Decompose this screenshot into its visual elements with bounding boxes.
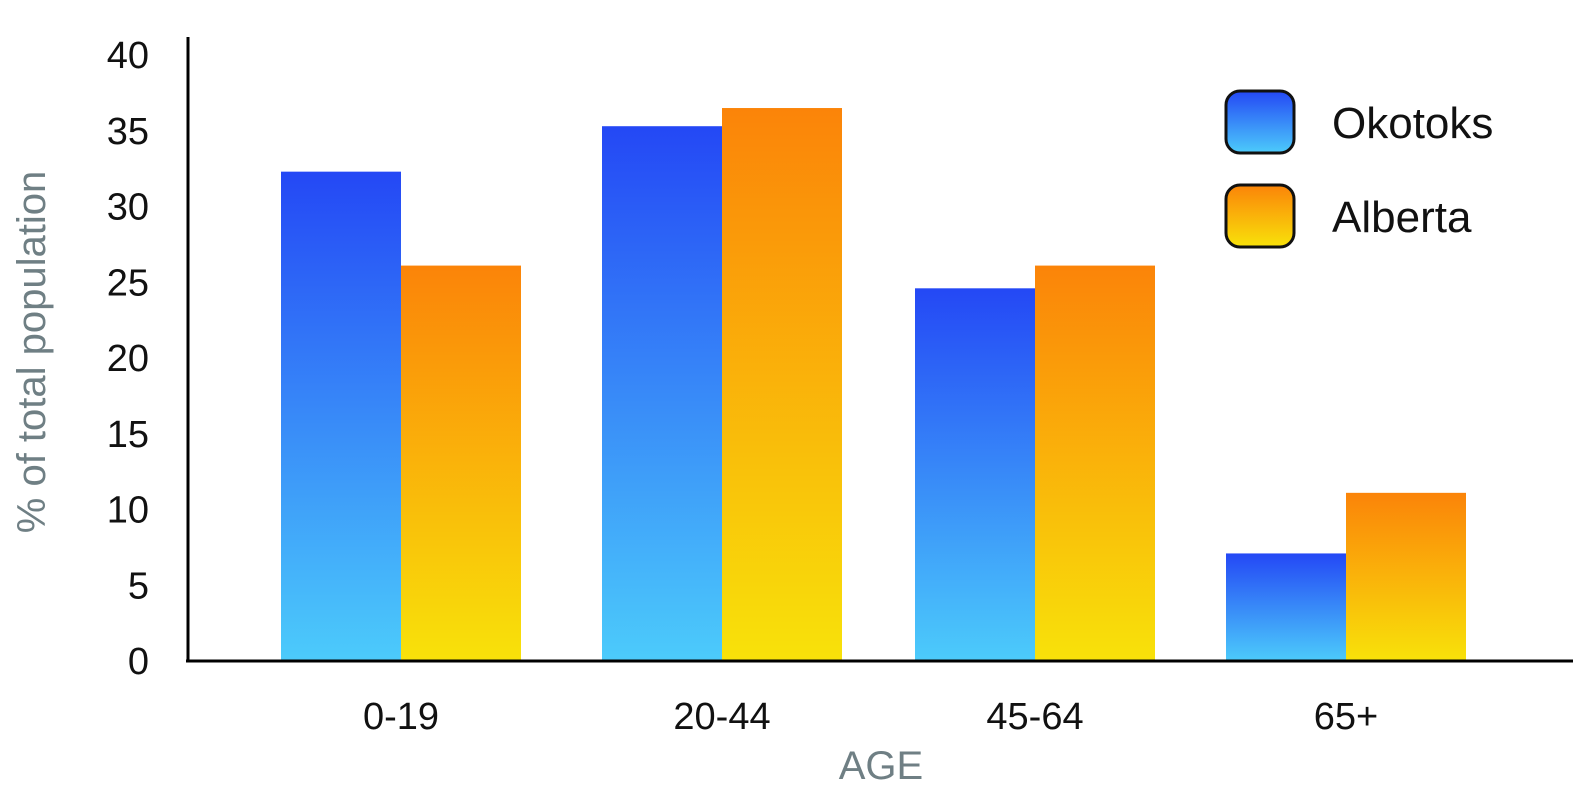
y-tick-label: 40 <box>107 35 149 77</box>
y-tick-label: 5 <box>128 565 149 607</box>
y-tick-label: 15 <box>107 414 149 456</box>
y-tick-label: 35 <box>107 111 149 153</box>
legend-swatch-alberta <box>1224 183 1296 249</box>
x-tick-label: 0-19 <box>363 696 439 738</box>
bars-group <box>281 108 1466 661</box>
legend: Okotoks Alberta <box>1224 89 1493 249</box>
bar-okotoks-45-64 <box>915 288 1035 661</box>
y-tick-label: 30 <box>107 187 149 229</box>
x-tick-label: 20-44 <box>673 696 770 738</box>
bar-alberta-45-64 <box>1035 265 1155 661</box>
legend-label-alberta: Alberta <box>1332 193 1472 242</box>
y-tick-label: 25 <box>107 262 149 304</box>
x-tick-label: 65+ <box>1314 696 1378 738</box>
bar-okotoks-20-44 <box>602 126 722 661</box>
bar-alberta-65+ <box>1346 492 1466 661</box>
y-tick-label: 0 <box>128 641 149 683</box>
x-axis-title: AGE <box>839 744 923 788</box>
legend-label-okotoks: Okotoks <box>1332 99 1493 148</box>
y-axis-title: % of total population <box>10 171 54 533</box>
x-tick-label: 45-64 <box>986 696 1083 738</box>
bar-okotoks-0-19 <box>281 171 401 661</box>
y-tick-label: 10 <box>107 490 149 532</box>
bar-alberta-0-19 <box>401 265 521 661</box>
y-tick-labels: 0 5 10 15 20 25 30 35 40 <box>107 35 149 683</box>
legend-swatch-okotoks <box>1224 89 1296 155</box>
y-tick-label: 20 <box>107 338 149 380</box>
bar-alberta-20-44 <box>722 108 842 661</box>
bar-okotoks-65+ <box>1226 553 1346 661</box>
x-tick-labels: 0-19 20-44 45-64 65+ <box>363 696 1378 738</box>
